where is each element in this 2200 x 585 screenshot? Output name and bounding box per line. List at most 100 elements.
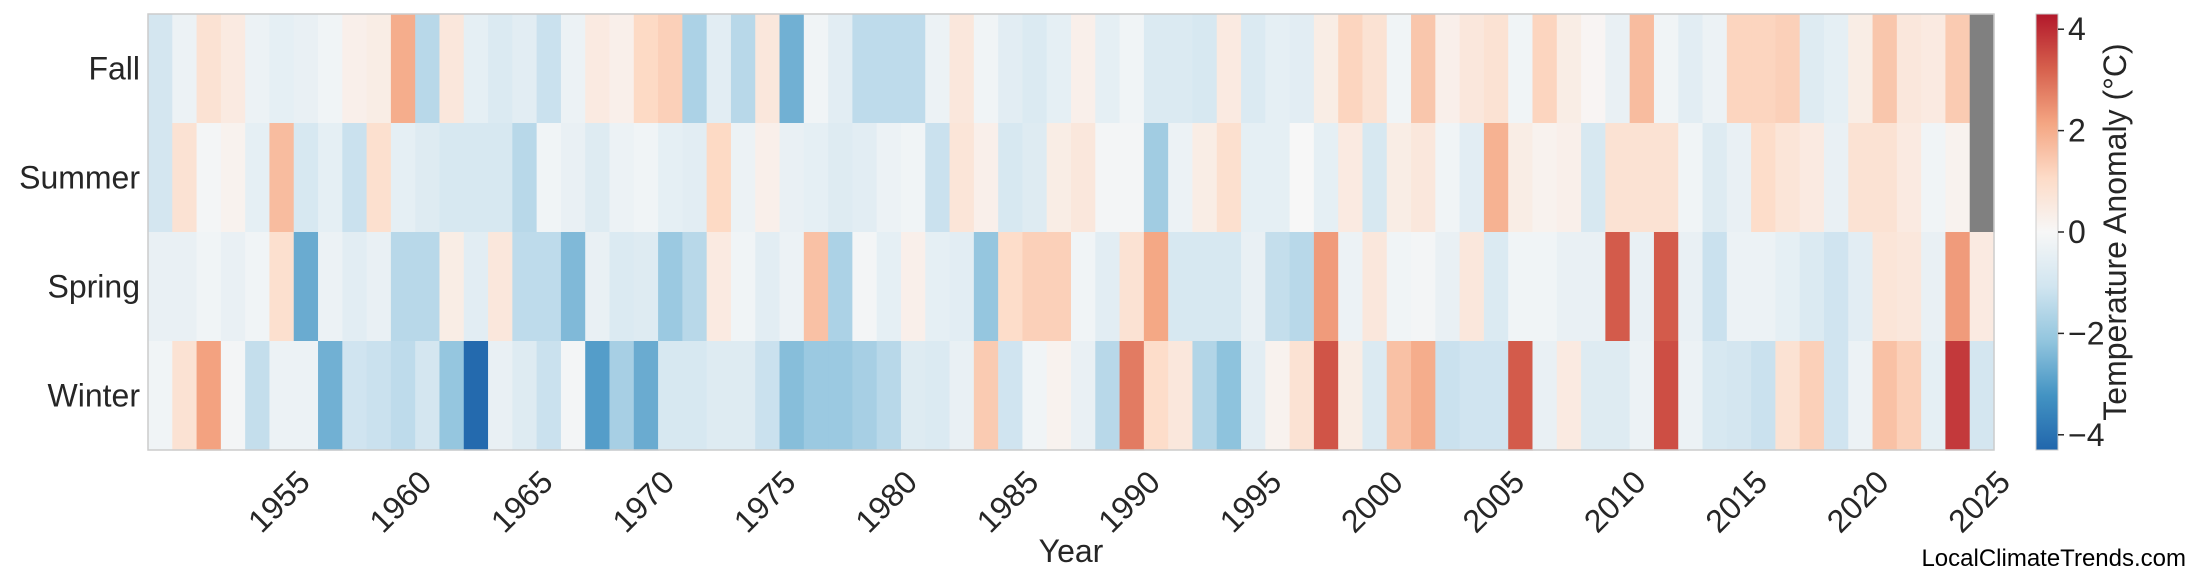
heatmap-cell-winter-1991 <box>1143 341 1169 451</box>
heatmap-cell-summer-1981 <box>900 123 926 233</box>
heatmap-cell-fall-1952 <box>196 14 222 124</box>
heatmap-cell-summer-1984 <box>973 123 999 233</box>
heatmap-cell-fall-2005 <box>1483 14 1509 124</box>
heatmap-cell-spring-2018 <box>1799 232 1825 342</box>
heatmap-cell-spring-1993 <box>1192 232 1218 342</box>
heatmap-cell-winter-2023 <box>1921 341 1947 451</box>
heatmap-cell-spring-2010 <box>1605 232 1631 342</box>
heatmap-cell-spring-1988 <box>1071 232 1096 342</box>
heatmap-cell-fall-1967 <box>560 14 586 124</box>
heatmap-cell-winter-1997 <box>1289 341 1315 451</box>
heatmap-cell-fall-1973 <box>706 14 732 124</box>
heatmap-cell-fall-1961 <box>415 14 441 124</box>
heatmap-cell-winter-1976 <box>779 341 805 451</box>
heatmap-cell-summer-1993 <box>1192 123 1218 233</box>
heatmap-cell-fall-2012 <box>1653 14 1679 124</box>
heatmap-cell-fall-1963 <box>463 14 489 124</box>
heatmap-cell-fall-1968 <box>585 14 611 124</box>
heatmap-cells <box>148 14 1995 451</box>
heatmap-cell-winter-2000 <box>1362 341 1388 451</box>
heatmap-cell-fall-2013 <box>1678 14 1704 124</box>
heatmap-cell-winter-1961 <box>415 341 441 451</box>
heatmap-cell-spring-2000 <box>1362 232 1388 342</box>
row-labels: Fall Summer Spring Winter <box>19 51 140 414</box>
heatmap-cell-spring-1975 <box>755 232 781 342</box>
heatmap-cell-winter-1955 <box>269 341 295 451</box>
heatmap-cell-summer-2005 <box>1483 123 1509 233</box>
heatmap-cell-winter-1971 <box>658 341 683 451</box>
heatmap-cell-summer-1991 <box>1143 123 1169 233</box>
heatmap-cell-summer-1986 <box>1022 123 1048 233</box>
heatmap-cell-summer-1975 <box>755 123 781 233</box>
heatmap-cell-spring-2022 <box>1896 232 1922 342</box>
heatmap-cell-winter-1969 <box>609 341 635 451</box>
heatmap-cell-winter-1987 <box>1046 341 1072 451</box>
heatmap-cell-summer-1979 <box>852 123 878 233</box>
x-tick-2005: 2005 <box>1455 464 1531 540</box>
heatmap-cell-fall-1960 <box>390 14 416 124</box>
heatmap-cell-fall-2001 <box>1386 14 1412 124</box>
x-tick-1955: 1955 <box>241 464 317 540</box>
x-tick-1990: 1990 <box>1091 464 1167 540</box>
heatmap-cell-fall-2025 <box>1969 14 1995 124</box>
plot-frame <box>147 13 1995 451</box>
heatmap-cell-summer-1978 <box>828 123 853 233</box>
heatmap-cell-summer-1969 <box>609 123 635 233</box>
heatmap-cell-winter-2007 <box>1532 341 1558 451</box>
heatmap-cell-spring-1966 <box>536 232 562 342</box>
heatmap-cell-winter-2020 <box>1848 341 1874 451</box>
heatmap-cell-spring-1964 <box>488 232 513 342</box>
heatmap-cell-fall-1972 <box>682 14 708 124</box>
heatmap-cell-fall-1983 <box>949 14 975 124</box>
heatmap-cell-summer-1960 <box>390 123 416 233</box>
heatmap-cell-winter-1985 <box>998 341 1024 451</box>
heatmap-cell-winter-2022 <box>1896 341 1922 451</box>
row-label-winter: Winter <box>48 378 141 414</box>
heatmap-cell-summer-2006 <box>1508 123 1534 233</box>
heatmap-cell-summer-2020 <box>1848 123 1874 233</box>
heatmap-cell-fall-1955 <box>269 14 295 124</box>
heatmap-cell-fall-2003 <box>1435 14 1461 124</box>
heatmap-cell-fall-2016 <box>1751 14 1776 124</box>
heatmap-cell-spring-1980 <box>876 232 902 342</box>
heatmap-cell-spring-1958 <box>342 232 368 342</box>
heatmap-cell-winter-1964 <box>488 341 513 451</box>
heatmap-cell-summer-1956 <box>293 123 319 233</box>
heatmap-cell-fall-1970 <box>633 14 659 124</box>
colorbar <box>2035 13 2059 451</box>
heatmap-cell-fall-1954 <box>245 14 271 124</box>
heatmap-cell-summer-2009 <box>1581 123 1606 233</box>
heatmap-cell-summer-1976 <box>779 123 805 233</box>
heatmap-cell-winter-1968 <box>585 341 611 451</box>
heatmap-cell-summer-1982 <box>925 123 951 233</box>
heatmap-cell-summer-1954 <box>245 123 271 233</box>
heatmap-cell-fall-1996 <box>1265 14 1291 124</box>
row-label-spring: Spring <box>48 269 141 305</box>
heatmap-cell-summer-2012 <box>1653 123 1679 233</box>
heatmap-cell-winter-1983 <box>949 341 975 451</box>
heatmap-cell-spring-1992 <box>1168 232 1194 342</box>
heatmap-cell-summer-1995 <box>1241 123 1266 233</box>
heatmap-cell-fall-1958 <box>342 14 368 124</box>
heatmap-cell-summer-1961 <box>415 123 441 233</box>
heatmap-cell-spring-1998 <box>1313 232 1339 342</box>
heatmap-cell-fall-1989 <box>1095 14 1121 124</box>
heatmap-cell-summer-1973 <box>706 123 732 233</box>
heatmap-cell-spring-1952 <box>196 232 222 342</box>
heatmap-cell-summer-2023 <box>1921 123 1947 233</box>
heatmap-cell-summer-1980 <box>876 123 902 233</box>
heatmap-cell-spring-2024 <box>1945 232 1971 342</box>
heatmap-cell-summer-1963 <box>463 123 489 233</box>
heatmap-cell-spring-1969 <box>609 232 635 342</box>
heatmap-cell-summer-2002 <box>1411 123 1436 233</box>
heatmap-cell-summer-2010 <box>1605 123 1631 233</box>
heatmap-cell-spring-1994 <box>1216 232 1242 342</box>
heatmap-cell-spring-2015 <box>1726 232 1752 342</box>
heatmap-cell-winter-2002 <box>1411 341 1436 451</box>
heatmap-cell-summer-2013 <box>1678 123 1704 233</box>
heatmap-cell-fall-1997 <box>1289 14 1315 124</box>
heatmap-cell-spring-2008 <box>1556 232 1582 342</box>
heatmap-cell-winter-1956 <box>293 341 319 451</box>
heatmap-cell-spring-2019 <box>1823 232 1849 342</box>
